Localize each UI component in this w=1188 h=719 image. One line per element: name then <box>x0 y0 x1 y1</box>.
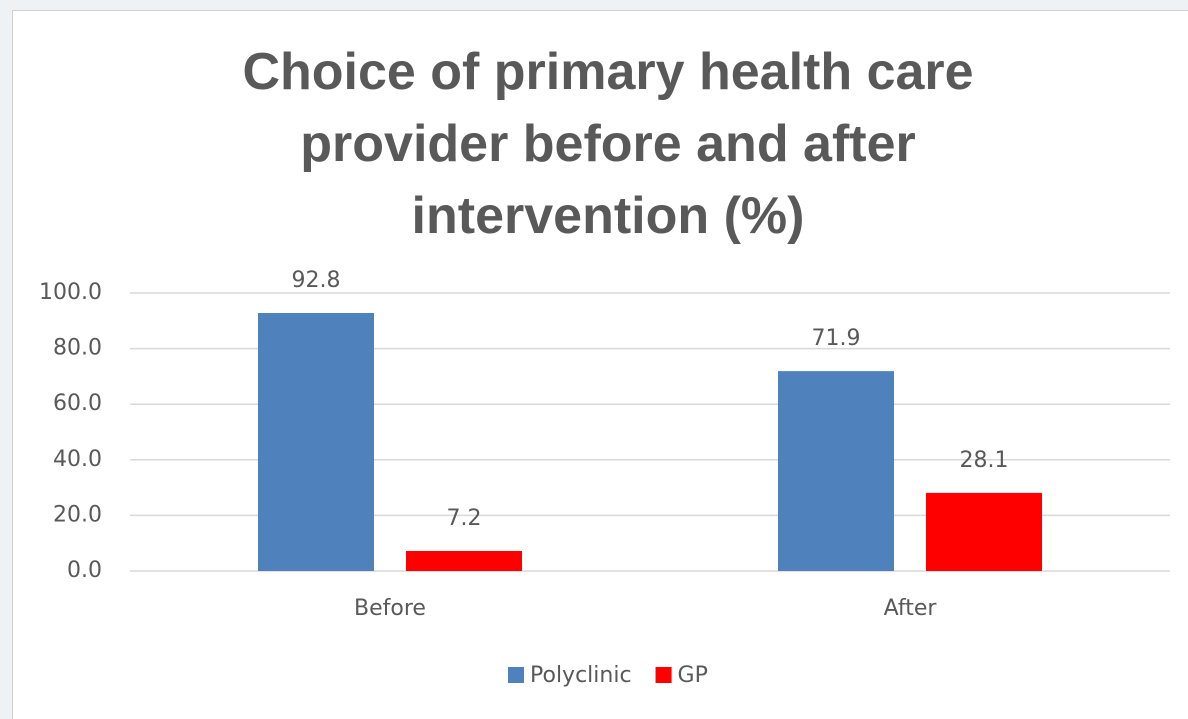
data-label: 71.9 <box>812 326 861 351</box>
y-tick-label: 60.0 <box>53 391 102 416</box>
bar <box>406 550 522 571</box>
legend-swatch <box>508 667 524 683</box>
data-label: 28.1 <box>960 448 1009 473</box>
y-tick-label: 40.0 <box>53 447 102 472</box>
y-tick-label: 100.0 <box>39 280 102 305</box>
legend-label: Polyclinic <box>530 663 632 688</box>
y-tick-label: 0.0 <box>67 558 102 583</box>
y-tick-label: 20.0 <box>53 502 102 527</box>
bar <box>778 371 894 571</box>
x-tick-label: Before <box>354 596 426 621</box>
legend-swatch <box>655 667 672 683</box>
y-tick-label: 80.0 <box>53 336 102 361</box>
bar <box>258 313 374 571</box>
data-label: 7.2 <box>447 506 482 531</box>
data-label: 92.8 <box>292 268 341 293</box>
legend-label: GP <box>678 663 708 688</box>
chart-title: Choice of primary health care provider b… <box>242 43 974 245</box>
bar <box>926 492 1042 571</box>
x-tick-label: After <box>884 596 938 621</box>
chart-frame <box>12 10 1188 719</box>
